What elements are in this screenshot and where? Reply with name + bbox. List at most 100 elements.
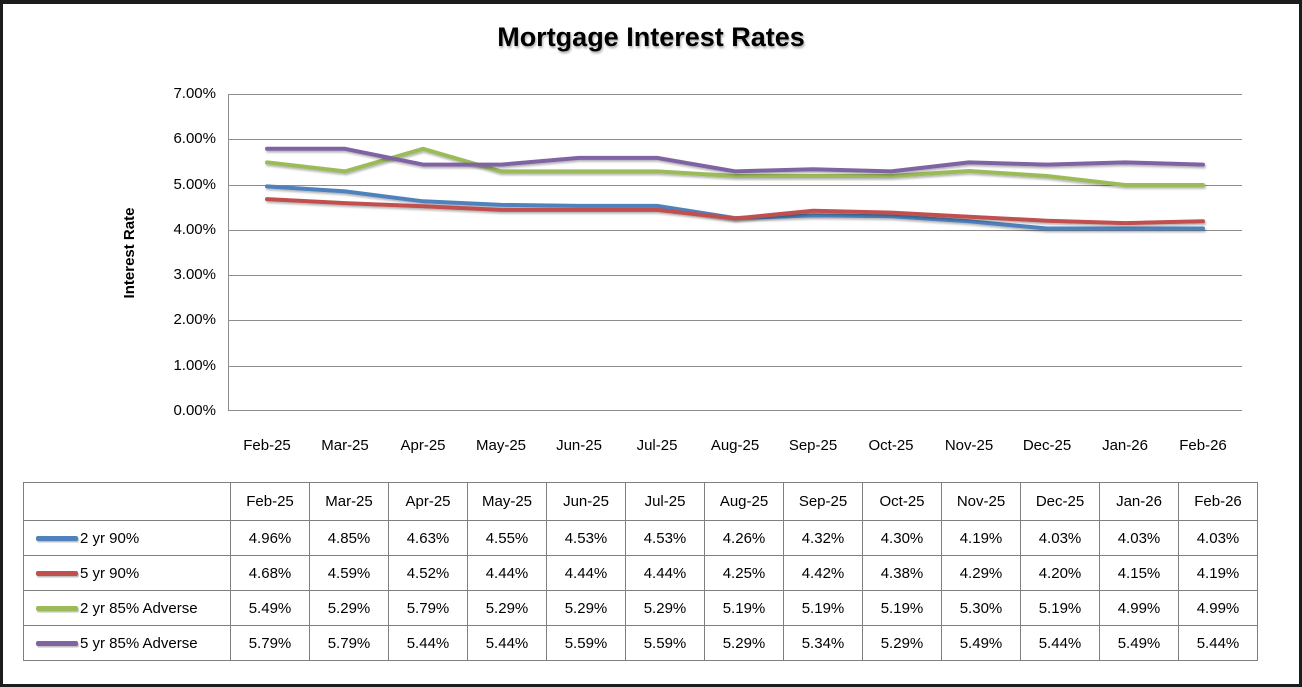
table-month-header: Feb-26: [1178, 482, 1258, 521]
legend-line-swatch: [36, 605, 78, 611]
table-month-header: Sep-25: [783, 482, 863, 521]
legend-line-swatch: [36, 535, 78, 541]
table-value-cell: 4.19%: [941, 520, 1021, 556]
x-tick-label: Oct-25: [868, 437, 914, 454]
legend-line-swatch: [36, 640, 78, 646]
table-value-cell: 4.68%: [230, 555, 310, 591]
x-axis-tick-labels: Feb-25 Mar-25 Apr-25 May-25 Jun-25 Jul-25 Aug-…: [228, 435, 1242, 457]
table-value-cell: 4.52%: [388, 555, 468, 591]
table-value-cell: 4.42%: [783, 555, 863, 591]
legend-series-label: 2 yr 90%: [80, 529, 140, 547]
legend-cell: 2 yr 90%: [23, 520, 231, 556]
table-value-cell: 4.38%: [862, 555, 942, 591]
table-month-header: Jul-25: [625, 482, 705, 521]
table-value-cell: 5.44%: [1178, 625, 1258, 661]
table-value-cell: 5.79%: [230, 625, 310, 661]
table-value-cell: 5.19%: [1020, 590, 1100, 626]
x-tick-label: Jan-26: [1102, 437, 1148, 454]
table-value-cell: 5.29%: [467, 590, 547, 626]
legend-series-label: 5 yr 90%: [80, 564, 140, 582]
table-value-cell: 4.03%: [1099, 520, 1179, 556]
x-tick-label: Feb-26: [1179, 437, 1227, 454]
y-tick-label: 7.00%: [173, 85, 216, 102]
x-tick-label: Jun-25: [556, 437, 602, 454]
table-value-cell: 5.44%: [467, 625, 547, 661]
table-value-cell: 4.55%: [467, 520, 547, 556]
y-tick-label: 4.00%: [173, 220, 216, 238]
series-line-4: [265, 146, 1205, 174]
table-value-cell: 4.99%: [1178, 590, 1258, 626]
table-row: 2 yr 90% 4.96% 4.85% 4.63% 4.55% 4.53% 4.53% 4.…: [23, 520, 1258, 556]
legend-cell: 2 yr 85% Adverse: [23, 590, 231, 626]
table-month-header: Feb-25: [230, 482, 310, 521]
table-value-cell: 4.59%: [309, 555, 389, 591]
data-table: Feb-25 Mar-25 Apr-25 May-25 Jun-25 Jul-25 Aug-…: [23, 482, 1258, 661]
table-blank-corner-cell: [23, 482, 231, 521]
table-value-cell: 5.79%: [309, 625, 389, 661]
table-value-cell: 4.26%: [704, 520, 784, 556]
legend-cell: 5 yr 90%: [23, 555, 231, 591]
table-value-cell: 4.19%: [1178, 555, 1258, 591]
table-value-cell: 5.34%: [783, 625, 863, 661]
table-value-cell: 4.44%: [467, 555, 547, 591]
y-tick-label: 5.00%: [173, 175, 216, 193]
table-value-cell: 5.19%: [862, 590, 942, 626]
table-month-header: Nov-25: [941, 482, 1021, 521]
table-value-cell: 4.85%: [309, 520, 389, 556]
series-line-2: [265, 197, 1205, 226]
table-month-header: Jan-26: [1099, 482, 1179, 521]
table-value-cell: 4.25%: [704, 555, 784, 591]
table-value-cell: 4.63%: [388, 520, 468, 556]
table-month-header: Dec-25: [1020, 482, 1100, 521]
table-value-cell: 5.29%: [862, 625, 942, 661]
x-tick-label: Nov-25: [944, 437, 994, 454]
x-tick-label: May-25: [475, 437, 527, 454]
table-value-cell: 5.79%: [388, 590, 468, 626]
table-value-cell: 4.53%: [625, 520, 705, 556]
y-tick-label: 3.00%: [173, 266, 216, 284]
table-month-header: May-25: [467, 482, 547, 521]
table-value-cell: 5.44%: [1020, 625, 1100, 661]
table-value-cell: 5.29%: [546, 590, 626, 626]
table-value-cell: 5.49%: [230, 590, 310, 626]
table-value-cell: 5.49%: [1099, 625, 1179, 661]
table-month-header: Mar-25: [309, 482, 389, 521]
table-value-cell: 4.53%: [546, 520, 626, 556]
series-line-3: [265, 146, 1205, 187]
y-tick-label: 0.00%: [173, 402, 216, 419]
table-value-cell: 4.44%: [625, 555, 705, 591]
table-value-cell: 5.30%: [941, 590, 1021, 626]
table-month-header: Oct-25: [862, 482, 942, 521]
x-tick-label: Jul-25: [636, 437, 678, 454]
table-value-cell: 5.19%: [783, 590, 863, 626]
table-month-header: Apr-25: [388, 482, 468, 521]
table-value-cell: 5.44%: [388, 625, 468, 661]
table-value-cell: 4.20%: [1020, 555, 1100, 591]
table-value-cell: 4.32%: [783, 520, 863, 556]
legend-line-swatch: [36, 570, 78, 576]
y-tick-label: 2.00%: [173, 311, 216, 329]
table-month-header: Jun-25: [546, 482, 626, 521]
x-tick-label: Apr-25: [400, 437, 446, 454]
legend-cell: 5 yr 85% Adverse: [23, 625, 231, 661]
x-tick-label: Mar-25: [321, 437, 369, 454]
table-value-cell: 4.30%: [862, 520, 942, 556]
x-tick-label: Feb-25: [243, 437, 291, 454]
table-value-cell: 4.29%: [941, 555, 1021, 591]
table-value-cell: 4.99%: [1099, 590, 1179, 626]
table-value-cell: 4.96%: [230, 520, 310, 556]
table-value-cell: 4.15%: [1099, 555, 1179, 591]
table-header-row: Feb-25 Mar-25 Apr-25 May-25 Jun-25 Jul-25 Aug-…: [23, 482, 1258, 521]
table-value-cell: 4.03%: [1020, 520, 1100, 556]
table-value-cell: 5.29%: [625, 590, 705, 626]
table-month-header: Aug-25: [704, 482, 784, 521]
table-value-cell: 5.29%: [309, 590, 389, 626]
x-tick-label: Sep-25: [788, 437, 838, 454]
table-value-cell: 5.29%: [704, 625, 784, 661]
table-value-cell: 4.03%: [1178, 520, 1258, 556]
table-value-cell: 5.49%: [941, 625, 1021, 661]
table-value-cell: 4.44%: [546, 555, 626, 591]
table-row: 5 yr 90% 4.68% 4.59% 4.52% 4.44% 4.44% 4.44% 4.…: [23, 555, 1258, 591]
table-value-cell: 5.19%: [704, 590, 784, 626]
